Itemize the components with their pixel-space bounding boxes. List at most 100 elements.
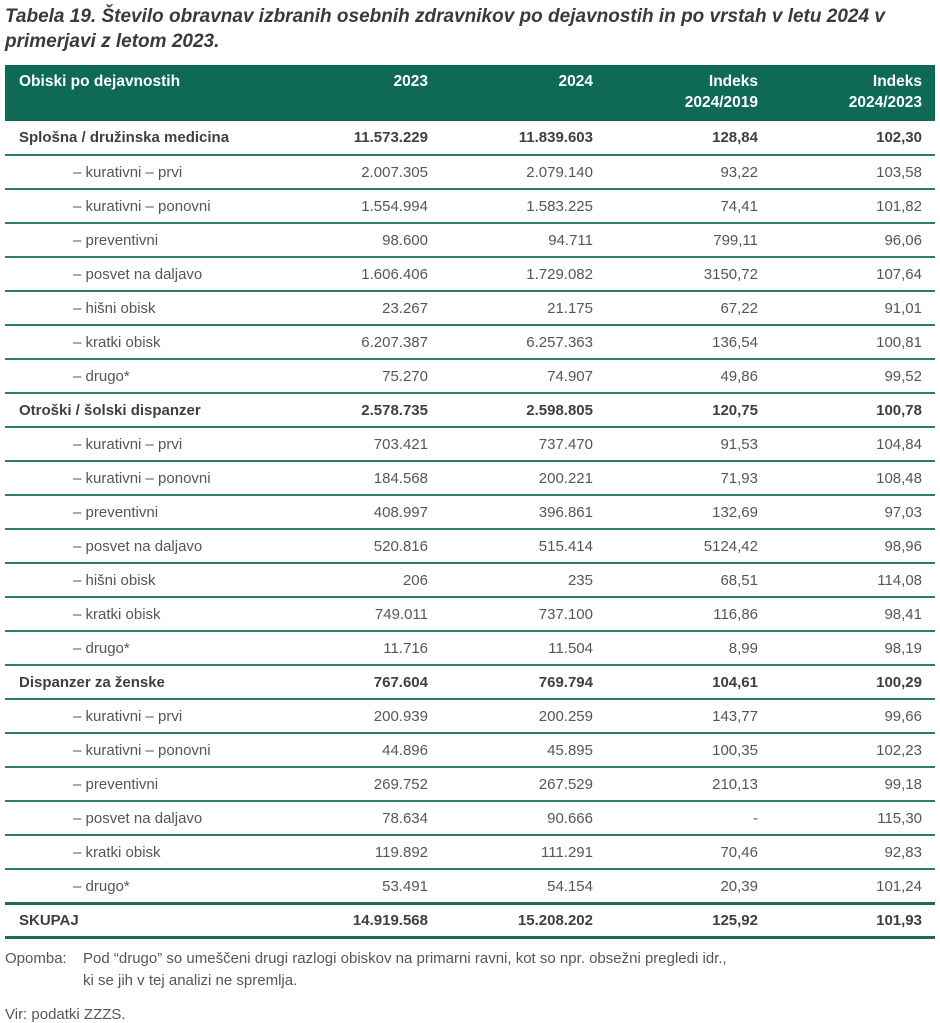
row-label: – kurativni – ponovni	[5, 733, 275, 769]
cell-index-2024-2023: 92,83	[770, 835, 935, 871]
table-row: – kratki obisk 119.892 111.291 70,46 92,…	[5, 835, 935, 871]
table-row: – hišni obisk 206 235 68,51 114,08	[5, 563, 935, 599]
cell-2023: 184.568	[275, 461, 440, 497]
cell-index-2024-2019: 210,13	[605, 767, 770, 803]
cell-index-2024-2023: 108,48	[770, 461, 935, 497]
table-row: Splošna / družinska medicina 11.573.229 …	[5, 121, 935, 157]
row-label: – kurativni – ponovni	[5, 461, 275, 497]
cell-2024: 2.598.805	[440, 393, 605, 429]
cell-2024: 769.794	[440, 665, 605, 701]
cell-2024: 94.711	[440, 223, 605, 259]
source-note: Vir: podatki ZZZS.	[5, 1006, 126, 1023]
cell-index-2024-2023: 100,81	[770, 325, 935, 361]
cell-2023: 6.207.387	[275, 325, 440, 361]
table-row: – preventivni 408.997 396.861 132,69 97,…	[5, 495, 935, 531]
cell-2024: 45.895	[440, 733, 605, 769]
row-label: – kurativni – prvi	[5, 155, 275, 191]
cell-index-2024-2023: 98,41	[770, 597, 935, 633]
cell-index-2024-2023: 102,30	[770, 121, 935, 157]
cell-index-2024-2019: 71,93	[605, 461, 770, 497]
cell-2023: 14.919.568	[275, 901, 440, 939]
table-row: – kratki obisk 749.011 737.100 116,86 98…	[5, 597, 935, 633]
row-label: – kratki obisk	[5, 597, 275, 633]
row-label: – hišni obisk	[5, 291, 275, 327]
cell-index-2024-2023: 99,66	[770, 699, 935, 735]
cell-index-2024-2023: 98,96	[770, 529, 935, 565]
cell-2023: 75.270	[275, 359, 440, 395]
cell-2023: 2.007.305	[275, 155, 440, 191]
row-label: Dispanzer za ženske	[5, 665, 275, 701]
row-label: Splošna / družinska medicina	[5, 121, 275, 157]
table-row: – posvet na daljavo 78.634 90.666 - 115,…	[5, 801, 935, 837]
cell-2023: 703.421	[275, 427, 440, 463]
row-label: – kratki obisk	[5, 835, 275, 871]
cell-index-2024-2019: 136,54	[605, 325, 770, 361]
cell-index-2024-2019: 132,69	[605, 495, 770, 531]
cell-2024: 11.504	[440, 631, 605, 667]
table-header-row: Obiski po dejavnostih 2023 2024 Indeks 2…	[5, 65, 935, 122]
table-row: – kurativni – prvi 2.007.305 2.079.140 9…	[5, 155, 935, 191]
cell-2023: 119.892	[275, 835, 440, 871]
cell-index-2024-2019: 128,84	[605, 121, 770, 157]
cell-index-2024-2019: 3150,72	[605, 257, 770, 293]
cell-index-2024-2023: 107,64	[770, 257, 935, 293]
table-row: – preventivni 269.752 267.529 210,13 99,…	[5, 767, 935, 803]
cell-2024: 515.414	[440, 529, 605, 565]
cell-2024: 90.666	[440, 801, 605, 837]
cell-index-2024-2019: 20,39	[605, 869, 770, 905]
cell-index-2024-2023: 114,08	[770, 563, 935, 599]
cell-2023: 11.716	[275, 631, 440, 667]
row-label: – preventivni	[5, 223, 275, 259]
table-row: – hišni obisk 23.267 21.175 67,22 91,01	[5, 291, 935, 327]
table-row: – kurativni – prvi 200.939 200.259 143,7…	[5, 699, 935, 735]
cell-2023: 767.604	[275, 665, 440, 701]
cell-2024: 15.208.202	[440, 901, 605, 939]
row-label: Otroški / šolski dispanzer	[5, 393, 275, 429]
row-label: – posvet na daljavo	[5, 801, 275, 837]
table-row: – drugo* 53.491 54.154 20,39 101,24	[5, 869, 935, 905]
cell-index-2024-2023: 100,29	[770, 665, 935, 701]
table-title: Tabela 19. Število obravnav izbranih ose…	[5, 6, 885, 52]
cell-index-2024-2023: 96,06	[770, 223, 935, 259]
cell-index-2024-2019: 120,75	[605, 393, 770, 429]
cell-index-2024-2019: 8,99	[605, 631, 770, 667]
data-table: Obiski po dejavnostih 2023 2024 Indeks 2…	[5, 65, 935, 939]
cell-2023: 44.896	[275, 733, 440, 769]
row-label: – drugo*	[5, 869, 275, 905]
cell-2023: 520.816	[275, 529, 440, 565]
col-header-2024: 2024	[440, 65, 605, 122]
col-header-index-2024-2019: Indeks 2024/2019	[605, 65, 770, 122]
col-header-2023: 2023	[275, 65, 440, 122]
table-row: – posvet na daljavo 520.816 515.414 5124…	[5, 529, 935, 565]
cell-index-2024-2023: 103,58	[770, 155, 935, 191]
row-label: – preventivni	[5, 495, 275, 531]
table-row: Dispanzer za ženske 767.604 769.794 104,…	[5, 665, 935, 701]
cell-2024: 396.861	[440, 495, 605, 531]
footnote: Opomba: Pod “drugo” so umeščeni drugi ra…	[5, 948, 935, 992]
cell-index-2024-2023: 100,78	[770, 393, 935, 429]
cell-2023: 98.600	[275, 223, 440, 259]
cell-index-2024-2023: 104,84	[770, 427, 935, 463]
row-label: – drugo*	[5, 359, 275, 395]
table-body: Splošna / družinska medicina 11.573.229 …	[5, 121, 935, 939]
cell-index-2024-2019: 74,41	[605, 189, 770, 225]
cell-2024: 11.839.603	[440, 121, 605, 157]
cell-index-2024-2019: 67,22	[605, 291, 770, 327]
cell-2023: 1.554.994	[275, 189, 440, 225]
footnote-label: Opomba:	[5, 949, 67, 967]
cell-index-2024-2019: 70,46	[605, 835, 770, 871]
cell-2023: 200.939	[275, 699, 440, 735]
cell-index-2024-2019: 104,61	[605, 665, 770, 701]
cell-2024: 21.175	[440, 291, 605, 327]
cell-index-2024-2023: 101,93	[770, 901, 935, 939]
table-row: – drugo* 75.270 74.907 49,86 99,52	[5, 359, 935, 395]
table-row: Otroški / šolski dispanzer 2.578.735 2.5…	[5, 393, 935, 429]
cell-2024: 1.729.082	[440, 257, 605, 293]
col-header-activity: Obiski po dejavnostih	[5, 65, 275, 122]
cell-index-2024-2023: 91,01	[770, 291, 935, 327]
cell-2023: 53.491	[275, 869, 440, 905]
table-row: – kurativni – ponovni 1.554.994 1.583.22…	[5, 189, 935, 225]
table-row: – preventivni 98.600 94.711 799,11 96,06	[5, 223, 935, 259]
row-label: – posvet na daljavo	[5, 529, 275, 565]
